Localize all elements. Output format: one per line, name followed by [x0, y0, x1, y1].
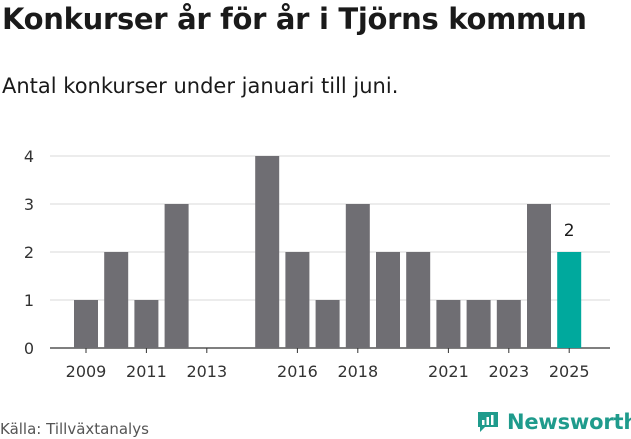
y-tick-label: 1: [24, 291, 34, 310]
source-note: Källa: Tillväxtanalys: [0, 420, 149, 438]
bar-2011: [134, 300, 159, 348]
highlight-value-label: 2: [564, 221, 575, 241]
x-tick-label: 2021: [428, 362, 469, 381]
y-tick-label: 4: [24, 147, 34, 166]
x-tick-label: 2018: [337, 362, 378, 381]
y-tick-label: 0: [24, 339, 34, 358]
bar-2017: [315, 300, 340, 348]
x-tick-label: 2023: [488, 362, 529, 381]
y-tick-label: 3: [24, 195, 34, 214]
x-tick-label: 2016: [277, 362, 318, 381]
bar-2010: [104, 252, 129, 348]
bar-2009: [74, 300, 98, 348]
chart-subtitle: Antal konkurser under januari till juni.: [2, 74, 399, 98]
brand-name: Newsworthy: [507, 410, 631, 434]
newsworthy-icon: [478, 412, 498, 432]
bar-2012: [164, 204, 189, 348]
bar-2019: [376, 252, 400, 348]
newsworthy-logo: Newsworthy: [475, 409, 631, 435]
x-tick-label: 2011: [126, 362, 167, 381]
bar-2023: [496, 300, 521, 348]
bar-2022: [466, 300, 491, 348]
bar-2021: [436, 300, 461, 348]
bar-2020: [406, 252, 431, 348]
bar-chart: 0 1 2 3 4 2009 2011 2013 2016 2018 2021 2023 2025 2: [24, 147, 610, 381]
x-tick-label: 2013: [186, 362, 227, 381]
bar-2025: [557, 252, 582, 348]
bar-2018: [345, 204, 370, 348]
y-tick-label: 2: [24, 243, 34, 262]
x-tick-label: 2025: [549, 362, 590, 381]
bar-2016: [285, 252, 310, 348]
x-tick-label: 2009: [66, 362, 107, 381]
bar-2015: [255, 156, 280, 348]
chart-title: Konkurser år för år i Tjörns kommun: [2, 2, 587, 36]
bar-2024: [527, 204, 551, 348]
